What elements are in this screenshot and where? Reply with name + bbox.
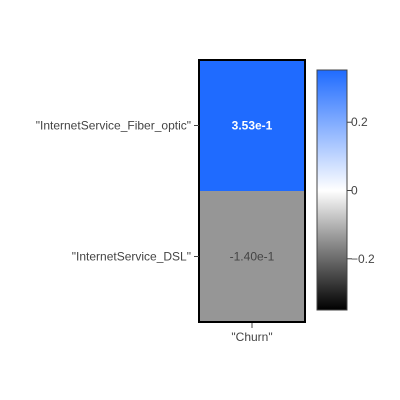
y-tick-label: "InternetService_Fiber_optic"	[36, 119, 191, 133]
y-tick-label: "InternetService_DSL"	[72, 250, 191, 264]
cell-value-label: 3.53e-1	[232, 119, 273, 133]
cell-value-label: -1.40e-1	[230, 250, 275, 264]
colorbar-tick-label: 0	[351, 184, 358, 198]
colorbar: 0.2 0 −0.2	[317, 70, 375, 310]
colorbar-gradient	[317, 70, 347, 310]
colorbar-tick-label: 0.2	[351, 115, 368, 129]
colorbar-tick-label: −0.2	[351, 252, 375, 266]
x-tick-label: "Churn"	[231, 330, 272, 344]
